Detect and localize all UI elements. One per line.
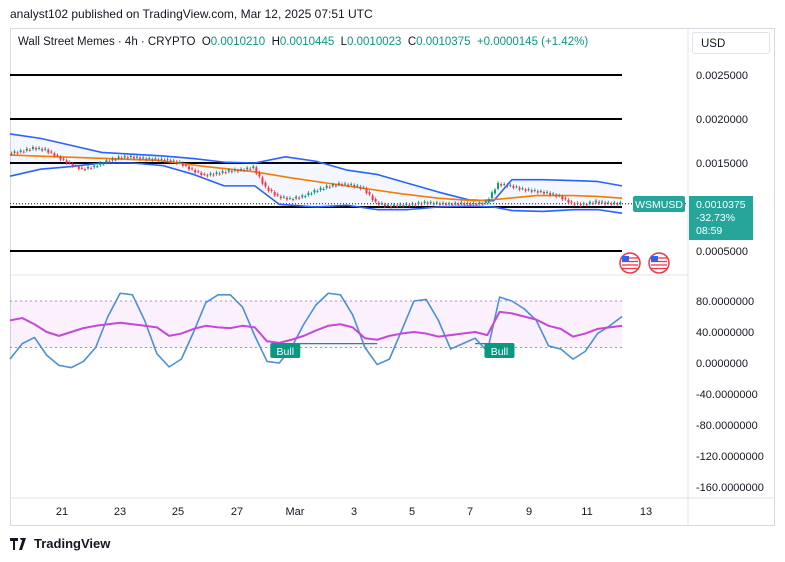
close-value: 0.0010375	[416, 36, 471, 48]
currency-selector[interactable]: USD	[692, 32, 770, 54]
tradingview-brand: TradingView	[34, 536, 111, 551]
tradingview-logo-icon	[10, 537, 26, 550]
symbol-legend: Wall Street Memes · 4h · CRYPTO O0.00102…	[18, 36, 588, 48]
close-label: C	[407, 36, 417, 48]
high-label: H	[271, 36, 280, 48]
low-value: 0.0010023	[347, 36, 402, 48]
tradingview-logo[interactable]: TradingView	[10, 536, 110, 551]
high-value: 0.0010445	[279, 36, 335, 48]
chart-frame	[10, 28, 775, 526]
low-label: L	[340, 36, 348, 48]
publish-header: analyst102 published on TradingView.com,…	[10, 7, 373, 21]
open-value: 0.0010210	[210, 36, 266, 48]
open-label: O	[201, 36, 211, 48]
symbol-name[interactable]: Wall Street Memes · 4h · CRYPTO	[18, 36, 196, 48]
change-value: +0.0000145 (+1.42%)	[476, 36, 589, 48]
